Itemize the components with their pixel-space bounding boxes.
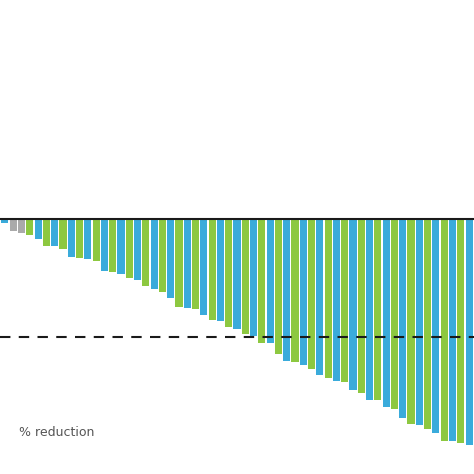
Bar <box>101 219 108 271</box>
Bar <box>84 219 91 259</box>
Bar <box>167 219 174 298</box>
Bar <box>449 219 456 441</box>
Text: % reduction: % reduction <box>19 426 94 439</box>
Bar <box>383 219 390 407</box>
Bar <box>308 219 315 369</box>
Bar <box>316 219 323 375</box>
Bar <box>225 219 232 327</box>
Bar <box>109 219 116 272</box>
Bar <box>349 219 356 390</box>
Bar <box>465 219 473 445</box>
Bar <box>175 219 182 307</box>
Bar <box>59 219 66 249</box>
Bar <box>192 219 199 309</box>
Bar <box>43 219 50 246</box>
Bar <box>374 219 382 400</box>
Bar <box>242 219 249 334</box>
Bar <box>432 219 439 433</box>
Bar <box>366 219 373 400</box>
Bar <box>159 219 166 292</box>
Bar <box>292 219 299 363</box>
Bar <box>35 219 42 239</box>
Bar <box>76 219 83 258</box>
Bar <box>441 219 447 441</box>
Bar <box>341 219 348 382</box>
Bar <box>142 219 149 286</box>
Bar <box>399 219 406 418</box>
Bar <box>358 219 365 393</box>
Bar <box>201 219 207 315</box>
Bar <box>416 219 423 426</box>
Bar <box>283 219 290 361</box>
Bar <box>457 219 464 443</box>
Bar <box>184 219 191 308</box>
Bar <box>118 219 125 273</box>
Bar <box>275 219 282 354</box>
Bar <box>391 219 398 409</box>
Bar <box>126 219 133 278</box>
Bar <box>51 219 58 246</box>
Bar <box>258 219 265 343</box>
Bar <box>27 219 33 235</box>
Bar <box>234 219 240 329</box>
Bar <box>266 219 273 343</box>
Bar <box>68 219 75 257</box>
Bar <box>333 219 340 381</box>
Bar <box>250 219 257 336</box>
Bar <box>325 219 332 378</box>
Bar <box>10 219 17 231</box>
Bar <box>92 219 100 261</box>
Bar <box>134 219 141 281</box>
Bar <box>209 219 216 319</box>
Bar <box>151 219 158 289</box>
Bar <box>408 219 415 424</box>
Bar <box>424 219 431 429</box>
Bar <box>300 219 307 365</box>
Bar <box>18 219 25 233</box>
Bar <box>1 219 9 223</box>
Bar <box>217 219 224 321</box>
